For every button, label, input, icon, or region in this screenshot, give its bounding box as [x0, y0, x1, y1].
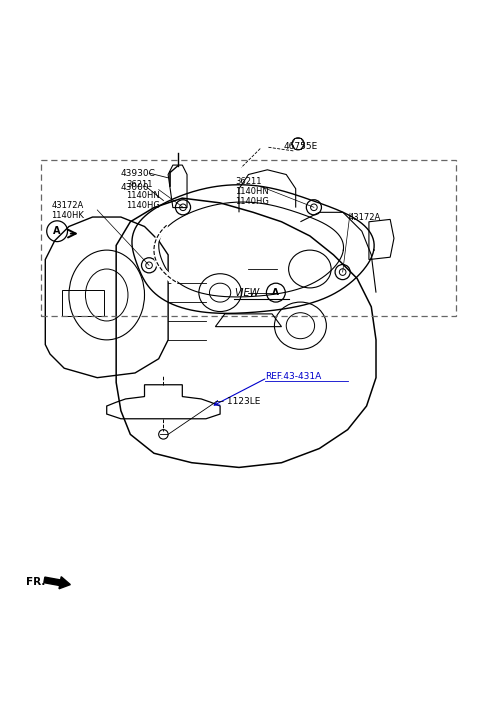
Text: A: A — [272, 288, 279, 297]
Text: A: A — [54, 226, 61, 236]
Text: 1140HG: 1140HG — [127, 201, 161, 210]
Text: REF.43-431A: REF.43-431A — [265, 372, 321, 381]
Text: 46755E: 46755E — [284, 142, 318, 150]
Text: FR.: FR. — [26, 577, 46, 587]
Text: 43930C: 43930C — [121, 169, 156, 177]
Text: VIEW: VIEW — [234, 288, 260, 297]
Bar — [41, 161, 456, 316]
FancyArrow shape — [44, 577, 70, 589]
Text: 36211: 36211 — [127, 180, 153, 190]
Text: — 1123LE: — 1123LE — [216, 397, 261, 406]
Text: 1140HG: 1140HG — [235, 198, 269, 206]
Bar — [62, 290, 104, 316]
Text: 43000: 43000 — [121, 182, 150, 192]
Text: 1140HK: 1140HK — [52, 211, 84, 220]
Text: 43172A: 43172A — [52, 201, 84, 209]
Text: 1140HN: 1140HN — [235, 187, 269, 196]
Text: 43172A: 43172A — [348, 212, 381, 222]
Text: 36211: 36211 — [235, 177, 262, 185]
Text: 1140HN: 1140HN — [127, 190, 160, 200]
